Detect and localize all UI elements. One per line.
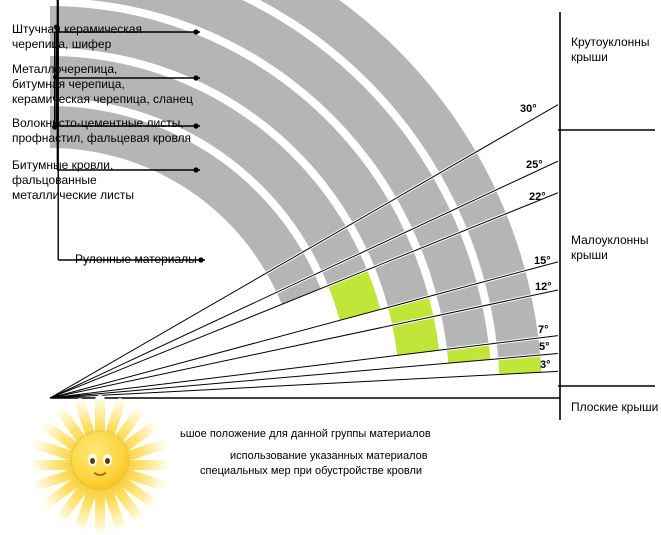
svg-text:3°: 3° <box>540 359 551 371</box>
text: Рулонные материалы <box>75 252 197 266</box>
text: крыши <box>571 248 608 262</box>
sun-eye-left <box>88 454 97 466</box>
footer-line-1: ьшое положение для данной группы материа… <box>180 428 431 440</box>
text: Плоские крыши <box>571 400 658 414</box>
svg-text:30°: 30° <box>520 103 537 115</box>
text: Битумные кровли, <box>12 158 113 172</box>
category-steep: Крутоуклонны крыши <box>571 35 661 65</box>
category-flat: Плоские крыши <box>571 400 661 415</box>
text: Металлочерепица, <box>12 62 117 76</box>
svg-text:7°: 7° <box>538 324 549 336</box>
sun-mouth <box>91 466 109 476</box>
material-label-1: Штучная керамическая черепица, шифер <box>12 22 212 52</box>
sun-eye-right <box>103 454 112 466</box>
sun-core <box>72 432 128 488</box>
diagram-container: 30° 25° 22° 15° 12° 7° 5° 3° Штучная керамическ… <box>0 0 661 500</box>
text: керамическая черепица, сланец <box>12 92 193 106</box>
material-label-5: Рулонные материалы <box>75 252 225 267</box>
footer-line-3: специальных мер при обустройстве кровли <box>200 465 422 477</box>
text: фальцованные <box>12 173 97 187</box>
svg-text:12°: 12° <box>535 281 552 293</box>
svg-text:15°: 15° <box>534 255 551 267</box>
svg-text:25°: 25° <box>526 159 543 171</box>
svg-text:22°: 22° <box>529 191 546 203</box>
text: Волокнисто-цементные листы, <box>12 116 184 130</box>
footer-line-2: использование указанных материалов <box>230 450 428 462</box>
sun-decoration <box>30 390 170 530</box>
material-label-3: Волокнисто-цементные листы, профнастил, … <box>12 116 212 146</box>
svg-text:5°: 5° <box>539 341 550 353</box>
text: Малоуклонны <box>571 233 649 247</box>
text: металлические листы <box>12 188 134 202</box>
text: Штучная керамическая <box>12 22 142 36</box>
material-label-2: Металлочерепица, битумная черепица, кера… <box>12 62 212 107</box>
text: крыши <box>571 50 608 64</box>
material-label-4: Битумные кровли, фальцованные металличес… <box>12 158 212 203</box>
text: профнастил, фальцевая кровля <box>12 131 191 145</box>
text: битумная черепица, <box>12 77 125 91</box>
category-low: Малоуклонны крыши <box>571 233 661 263</box>
text: Крутоуклонны <box>571 35 650 49</box>
text: черепица, шифер <box>12 37 111 51</box>
